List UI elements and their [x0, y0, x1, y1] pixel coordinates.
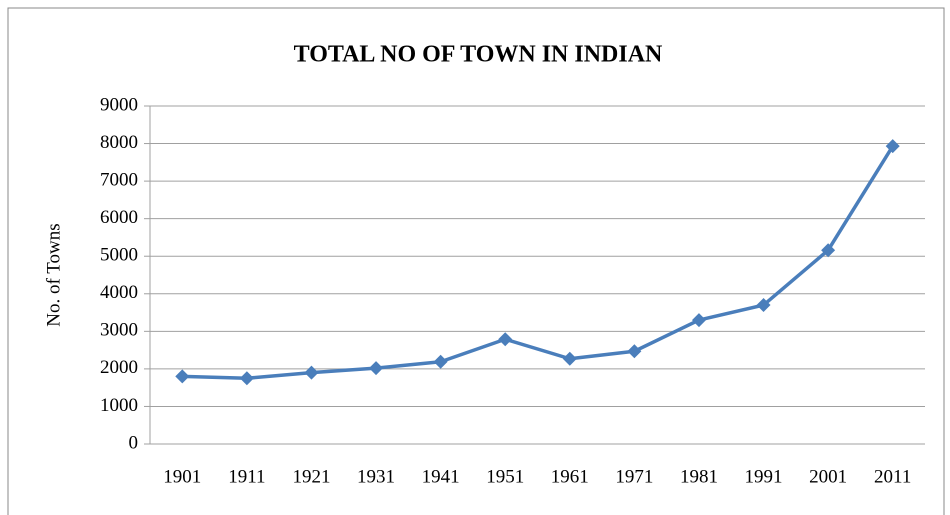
point-marker [885, 139, 900, 154]
y-tick-label: 3000 [100, 320, 138, 341]
point-marker [756, 298, 771, 313]
x-tick-label: 1961 [551, 466, 589, 487]
x-tick-label: 1901 [163, 466, 201, 487]
y-tick-label: 0 [129, 432, 139, 453]
y-tick-label: 1000 [100, 395, 138, 416]
series-line [182, 145, 895, 381]
y-tick-label: 4000 [100, 282, 138, 303]
x-tick-label: 1991 [745, 466, 783, 487]
chart-frame [7, 7, 945, 515]
x-tick-label: 1981 [680, 466, 718, 487]
x-tick-label: 1951 [486, 466, 524, 487]
point-marker [627, 344, 642, 359]
x-tick-label: 1931 [357, 466, 395, 487]
x-tick-label: 1921 [292, 466, 330, 487]
x-tick-label: 1941 [422, 466, 460, 487]
point-marker [175, 369, 190, 384]
x-tick-label: 2011 [874, 466, 911, 487]
y-axis-label: No. of Towns [43, 223, 64, 326]
point-marker [691, 313, 706, 328]
x-tick-label: 1971 [615, 466, 653, 487]
y-tick-label: 5000 [100, 245, 138, 266]
point-marker [433, 354, 448, 369]
point-marker [304, 365, 319, 380]
chart-title: TOTAL NO OF TOWN IN INDIAN [294, 42, 663, 68]
y-tick-label: 9000 [100, 94, 138, 115]
y-tick-label: 8000 [100, 132, 138, 153]
y-tick-label: 6000 [100, 207, 138, 228]
point-marker [369, 361, 384, 376]
x-tick-label: 2001 [809, 466, 847, 487]
point-marker [239, 371, 254, 386]
point-marker [498, 332, 513, 347]
point-marker [821, 243, 836, 258]
point-marker [562, 351, 577, 366]
y-tick-label: 7000 [100, 169, 138, 190]
y-tick-label: 2000 [100, 357, 138, 378]
x-tick-label: 1911 [228, 466, 265, 487]
